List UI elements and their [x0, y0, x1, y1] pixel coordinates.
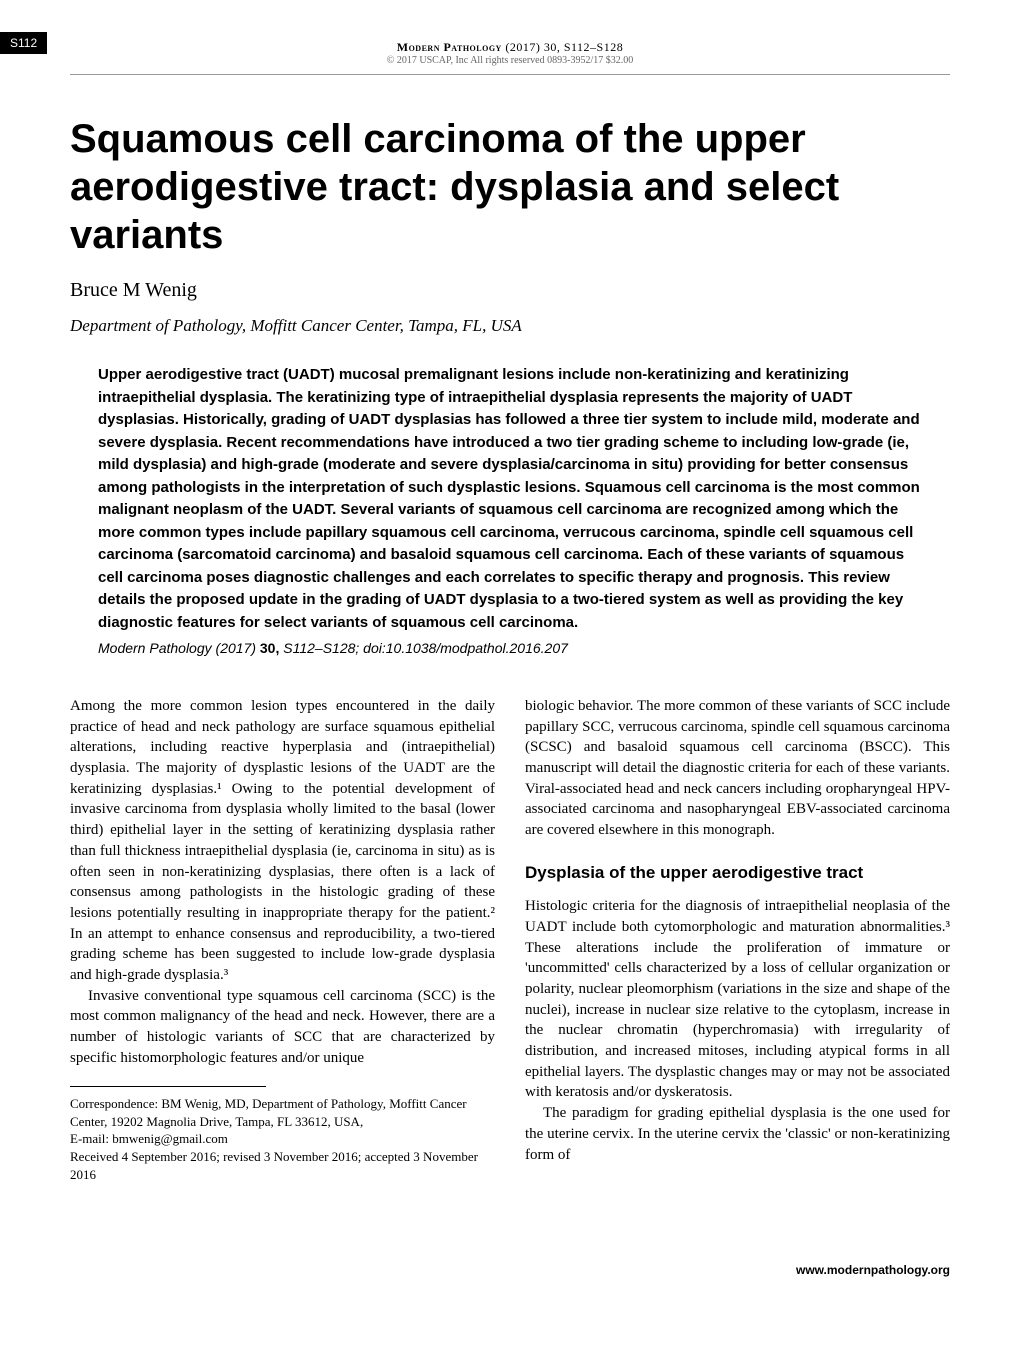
correspondence-email: E-mail: bmwenig@gmail.com: [70, 1130, 495, 1148]
header-rule: [70, 74, 950, 75]
correspondence-rule: [70, 1086, 266, 1087]
correspondence-dates: Received 4 September 2016; revised 3 Nov…: [70, 1148, 495, 1183]
journal-name: Modern Pathology: [397, 40, 502, 54]
footer-url: www.modernpathology.org: [0, 1263, 1020, 1277]
citation-journal: Modern Pathology: [98, 640, 212, 656]
body-paragraph: biologic behavior. The more common of th…: [525, 696, 950, 841]
body-paragraph: The paradigm for grading epithelial dysp…: [525, 1103, 950, 1165]
citation-volume: 30,: [260, 640, 279, 656]
citation-year: (2017): [216, 640, 256, 656]
correspondence-address: Correspondence: BM Wenig, MD, Department…: [70, 1095, 495, 1130]
left-column: Among the more common lesion types encou…: [70, 696, 495, 1183]
page-number-badge: S112: [0, 32, 47, 54]
body-paragraph: Invasive conventional type squamous cell…: [70, 986, 495, 1069]
journal-issue: (2017) 30, S112–S128: [505, 40, 623, 54]
right-column: biologic behavior. The more common of th…: [525, 696, 950, 1183]
section-heading: Dysplasia of the upper aerodigestive tra…: [525, 861, 950, 884]
abstract-text: Upper aerodigestive tract (UADT) mucosal…: [70, 364, 950, 634]
citation-line: Modern Pathology (2017) 30, S112–S128; d…: [70, 640, 950, 656]
author-affiliation: Department of Pathology, Moffitt Cancer …: [70, 316, 950, 336]
body-columns: Among the more common lesion types encou…: [70, 696, 950, 1183]
correspondence-block: Correspondence: BM Wenig, MD, Department…: [70, 1095, 495, 1183]
running-header: Modern Pathology (2017) 30, S112–S128 © …: [70, 40, 950, 66]
body-paragraph: Histologic criteria for the diagnosis of…: [525, 896, 950, 1103]
citation-pages-doi: S112–S128; doi:10.1038/modpathol.2016.20…: [283, 640, 568, 656]
copyright-line: © 2017 USCAP, Inc All rights reserved 08…: [70, 55, 950, 66]
article-title: Squamous cell carcinoma of the upper aer…: [70, 115, 950, 259]
body-paragraph: Among the more common lesion types encou…: [70, 696, 495, 986]
author-name: Bruce M Wenig: [70, 279, 950, 302]
